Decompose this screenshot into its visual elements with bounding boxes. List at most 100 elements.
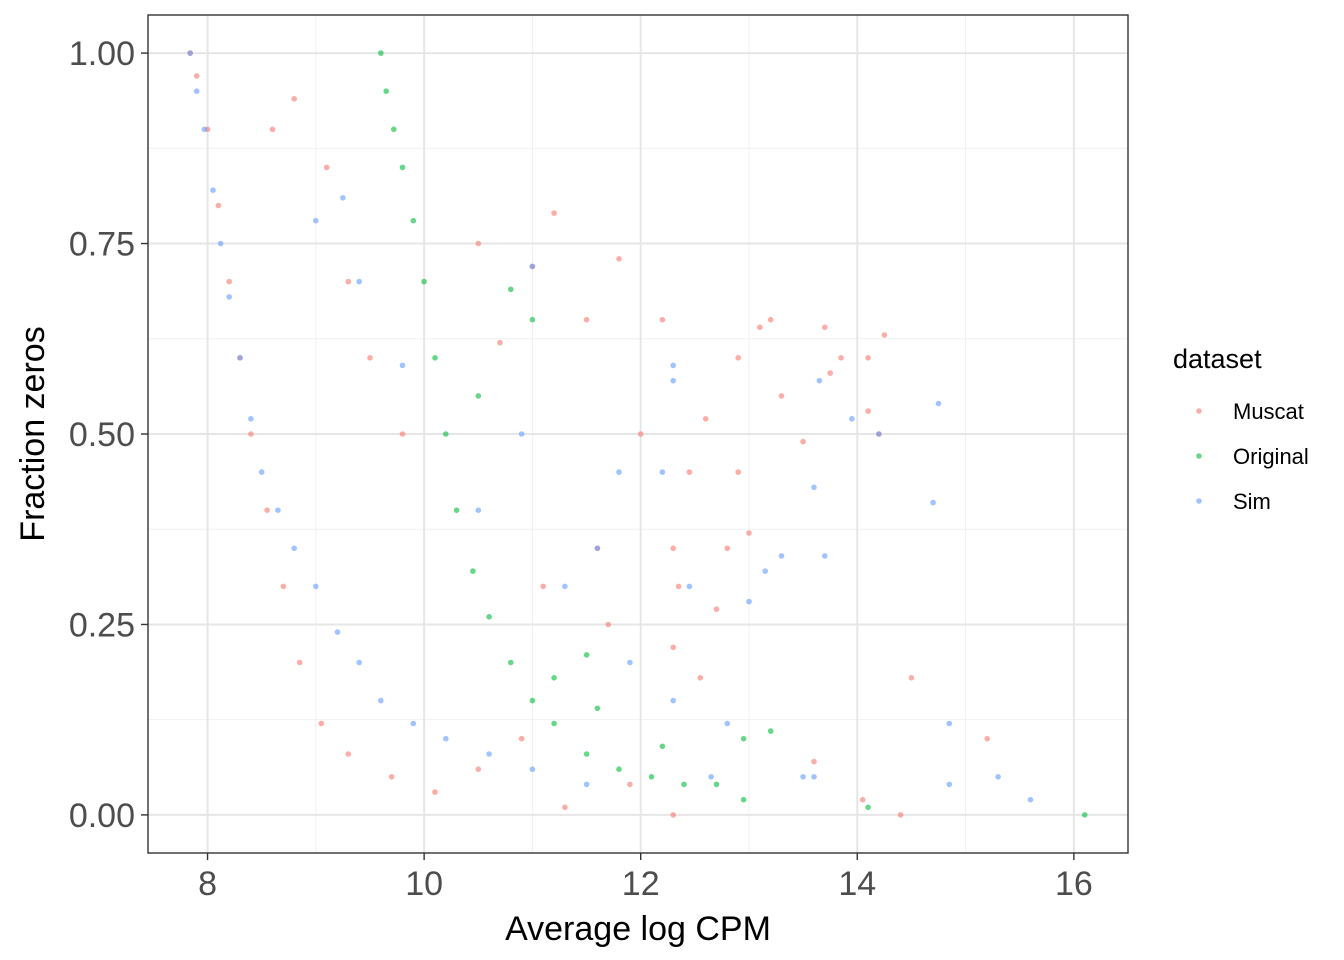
- point-muscat: [605, 621, 611, 628]
- point-sim: [670, 377, 676, 384]
- y-tick-label: 0.75: [69, 226, 135, 264]
- point-muscat: [881, 332, 888, 338]
- point-original: [594, 705, 601, 712]
- point-sim: [708, 774, 714, 780]
- point-muscat: [540, 583, 546, 590]
- data-points: [187, 50, 1088, 818]
- point-muscat: [822, 324, 828, 331]
- point-muscat: [757, 324, 763, 331]
- point-original: [659, 743, 666, 750]
- point-muscat: [518, 735, 525, 742]
- point-original: [443, 431, 449, 437]
- point-muscat: [367, 355, 373, 361]
- point-original: [616, 766, 622, 772]
- point-muscat: [399, 431, 406, 437]
- point-muscat: [248, 431, 254, 437]
- x-axis-ticks: 8 10 12 14 16: [198, 853, 1093, 903]
- point-muscat: [296, 659, 303, 666]
- point-original: [508, 286, 514, 293]
- point-muscat: [713, 606, 720, 612]
- point-muscat: [583, 316, 590, 323]
- legend-label-muscat: Muscat: [1233, 399, 1304, 424]
- point-sim: [583, 781, 590, 788]
- point-original: [421, 278, 427, 285]
- x-tick-label: 8: [198, 865, 217, 903]
- point-sim: [811, 484, 817, 491]
- point-original: [432, 355, 438, 361]
- point-sim: [291, 545, 298, 552]
- point-muscat: [838, 355, 844, 361]
- point-sim: [627, 659, 633, 666]
- legend-label-original: Original: [1233, 444, 1309, 469]
- point-muscat: [800, 438, 806, 445]
- point-original: [713, 781, 720, 788]
- point-sim: [518, 431, 525, 437]
- point-original: [391, 126, 397, 133]
- point-muscat: [865, 355, 871, 361]
- point-muscat: [908, 675, 915, 681]
- point-sim: [930, 499, 936, 506]
- point-sim: [816, 377, 823, 384]
- point-muscat: [193, 73, 200, 79]
- point-muscat: [670, 644, 676, 651]
- point-muscat: [767, 316, 774, 323]
- point-sim: [237, 355, 243, 361]
- legend-label-sim: Sim: [1233, 489, 1271, 514]
- point-muscat: [475, 240, 482, 247]
- point-sim: [378, 697, 384, 704]
- x-tick-label: 10: [405, 865, 443, 903]
- point-sim: [800, 774, 806, 780]
- point-sim: [670, 697, 676, 704]
- point-muscat: [432, 789, 438, 795]
- point-sim: [334, 629, 341, 635]
- point-original: [1081, 812, 1088, 818]
- point-original: [648, 774, 655, 780]
- point-sim: [562, 583, 568, 590]
- point-original: [470, 568, 476, 574]
- point-muscat: [226, 278, 232, 285]
- point-muscat: [551, 210, 557, 216]
- point-sim: [1027, 796, 1034, 803]
- point-sim: [275, 507, 281, 513]
- point-sim: [616, 469, 622, 475]
- point-sim: [686, 583, 693, 590]
- point-sim: [475, 507, 482, 513]
- x-tick-label: 14: [838, 865, 876, 903]
- point-muscat: [735, 469, 741, 475]
- point-original: [740, 796, 747, 803]
- point-original: [378, 50, 384, 56]
- point-muscat: [984, 735, 990, 742]
- point-original: [767, 728, 774, 734]
- point-original: [583, 751, 590, 757]
- y-tick-label: 0.00: [69, 797, 135, 835]
- point-sim: [670, 362, 676, 369]
- point-original: [453, 507, 460, 513]
- y-axis-title: Fraction zeros: [14, 326, 52, 541]
- point-sim: [258, 469, 265, 475]
- point-sim: [187, 50, 193, 56]
- point-sim: [935, 400, 942, 407]
- point-muscat: [627, 781, 633, 788]
- point-original: [583, 652, 590, 658]
- point-original: [410, 217, 417, 224]
- point-sim: [340, 195, 346, 201]
- point-original: [551, 675, 557, 681]
- point-sim: [995, 774, 1001, 780]
- point-sim: [529, 766, 536, 772]
- point-muscat: [637, 431, 644, 437]
- point-muscat: [323, 164, 330, 171]
- point-muscat: [724, 545, 731, 552]
- point-sim: [356, 659, 363, 666]
- point-muscat: [345, 751, 352, 757]
- point-sim: [529, 263, 536, 270]
- point-muscat: [675, 583, 682, 590]
- point-sim: [659, 469, 666, 475]
- legend-key-sim: [1196, 498, 1202, 504]
- legend-key-muscat: [1196, 408, 1202, 414]
- point-original: [508, 659, 514, 666]
- point-sim: [946, 720, 953, 727]
- y-tick-label: 0.25: [69, 606, 135, 644]
- point-sim: [201, 126, 208, 133]
- point-muscat: [859, 796, 866, 803]
